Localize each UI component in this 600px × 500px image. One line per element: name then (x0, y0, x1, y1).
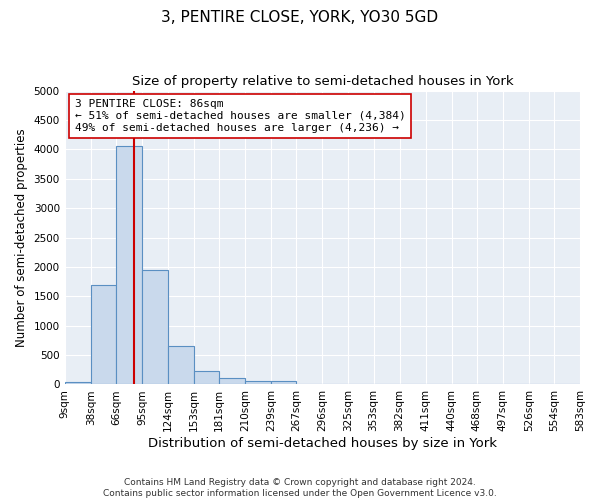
Bar (219, 378, 245, 384)
Y-axis label: Number of semi-detached properties: Number of semi-detached properties (15, 128, 28, 347)
Text: 3 PENTIRE CLOSE: 86sqm
← 51% of semi-detached houses are smaller (4,384)
49% of : 3 PENTIRE CLOSE: 86sqm ← 51% of semi-det… (75, 100, 406, 132)
X-axis label: Distribution of semi-detached houses by size in York: Distribution of semi-detached houses by … (148, 437, 497, 450)
Bar (168, 346, 194, 385)
Bar (91, 284, 116, 384)
Bar (142, 270, 168, 384)
Text: 3, PENTIRE CLOSE, YORK, YO30 5GD: 3, PENTIRE CLOSE, YORK, YO30 5GD (161, 10, 439, 25)
Bar (245, 380, 271, 384)
Bar (116, 146, 142, 384)
Title: Size of property relative to semi-detached houses in York: Size of property relative to semi-detach… (131, 75, 513, 88)
Bar (65, 382, 91, 384)
Text: Contains HM Land Registry data © Crown copyright and database right 2024.
Contai: Contains HM Land Registry data © Crown c… (103, 478, 497, 498)
Bar (271, 380, 296, 384)
Bar (194, 371, 219, 384)
